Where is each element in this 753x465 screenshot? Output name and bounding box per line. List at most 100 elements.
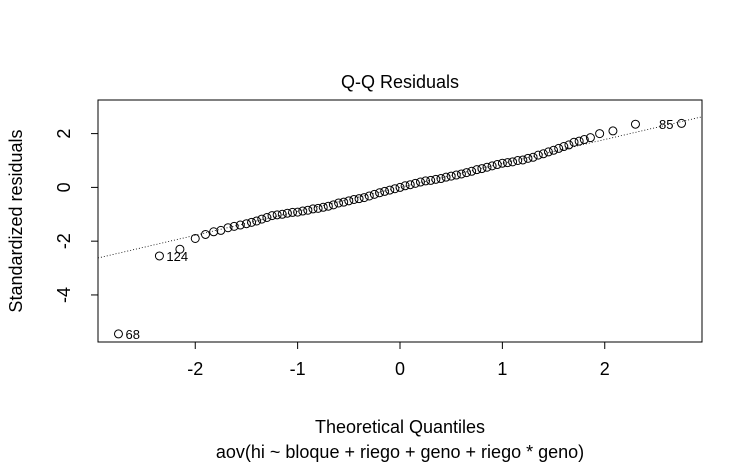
data-point [415,177,425,187]
data-point [569,137,579,147]
x-axis: -2 -1 0 1 2 [187,341,610,379]
data-point [579,135,589,145]
data-point [410,178,420,188]
data-point [288,207,298,217]
data-point [400,181,410,191]
data-point [477,164,487,174]
data-point [431,174,441,184]
data-point [380,186,390,196]
data-point [235,220,245,230]
data-point [451,170,461,180]
data-point [308,204,318,214]
data-point [241,219,251,229]
data-point [364,191,374,201]
data-point [247,217,257,227]
data-point [339,197,349,207]
data-point [487,161,497,171]
data-point [472,165,482,175]
data-point [574,136,584,146]
data-point [462,168,472,178]
data-point [303,205,313,215]
data-point [436,174,446,184]
data-point [190,233,200,243]
data-point [223,223,233,233]
y-axis-label: Standardized residuals [6,129,26,312]
point-label: 85 [659,117,673,132]
data-point [630,119,640,129]
point-label: 124 [166,249,188,264]
data-point [349,194,359,204]
data-point [518,155,528,165]
x-tick-label: -1 [290,359,306,379]
data-point [200,229,210,239]
data-point [564,140,574,150]
data-point [257,214,267,224]
data-point [267,211,277,221]
x-tick-label: 1 [497,359,507,379]
data-point [344,196,354,206]
plot-frame [97,99,703,343]
data-point [538,149,548,159]
data-point [482,162,492,172]
data-point [375,188,385,198]
data-point [262,213,272,223]
data-point [113,329,123,339]
data-point [677,118,687,128]
data-point [559,142,569,152]
x-tick-label: 0 [395,359,405,379]
data-point [390,184,400,194]
data-point [513,156,523,165]
data-point [456,169,466,179]
data-point [608,126,618,136]
data-point [446,171,456,181]
data-point [282,208,292,218]
data-point [369,189,379,199]
reference-line-layer [97,116,703,259]
data-point [508,157,518,167]
point-label: 68 [125,327,139,342]
data-point [313,203,323,213]
x-tick-label: -2 [187,359,203,379]
qq-reference-line [97,116,703,259]
chart-subtitle: aov(hi ~ bloque + riego + geno + riego *… [216,442,584,462]
data-point [497,158,507,168]
points-layer [113,118,687,339]
data-point [528,152,538,162]
data-point [426,175,436,185]
data-point [252,216,262,226]
data-point [533,150,543,160]
data-point [318,202,328,212]
data-point [328,200,338,210]
y-axis: -4 -2 0 2 [54,129,99,303]
data-point [334,198,344,208]
data-point [554,143,564,153]
data-point [323,201,333,211]
x-axis-label: Theoretical Quantiles [315,417,485,437]
data-point [154,251,164,261]
data-point [395,182,405,192]
data-point [543,147,553,157]
data-point [354,194,364,204]
data-point [549,145,559,155]
data-point [502,158,512,168]
y-tick-label: -4 [54,287,74,303]
data-point [492,160,502,170]
data-point [585,133,595,143]
data-point [523,153,533,163]
data-point [405,180,415,190]
data-point [385,185,395,195]
data-point [229,221,239,231]
data-point [421,176,431,186]
data-point [441,172,451,182]
data-point [467,166,477,176]
point-labels-layer: 68 124 85 [125,117,673,342]
data-point [359,193,369,203]
data-point [272,210,282,220]
x-tick-label: 2 [600,359,610,379]
y-tick-label: 0 [54,182,74,192]
y-tick-label: -2 [54,233,74,249]
chart-title: Q-Q Residuals [341,72,459,92]
data-point [209,227,219,237]
data-point [293,207,303,217]
